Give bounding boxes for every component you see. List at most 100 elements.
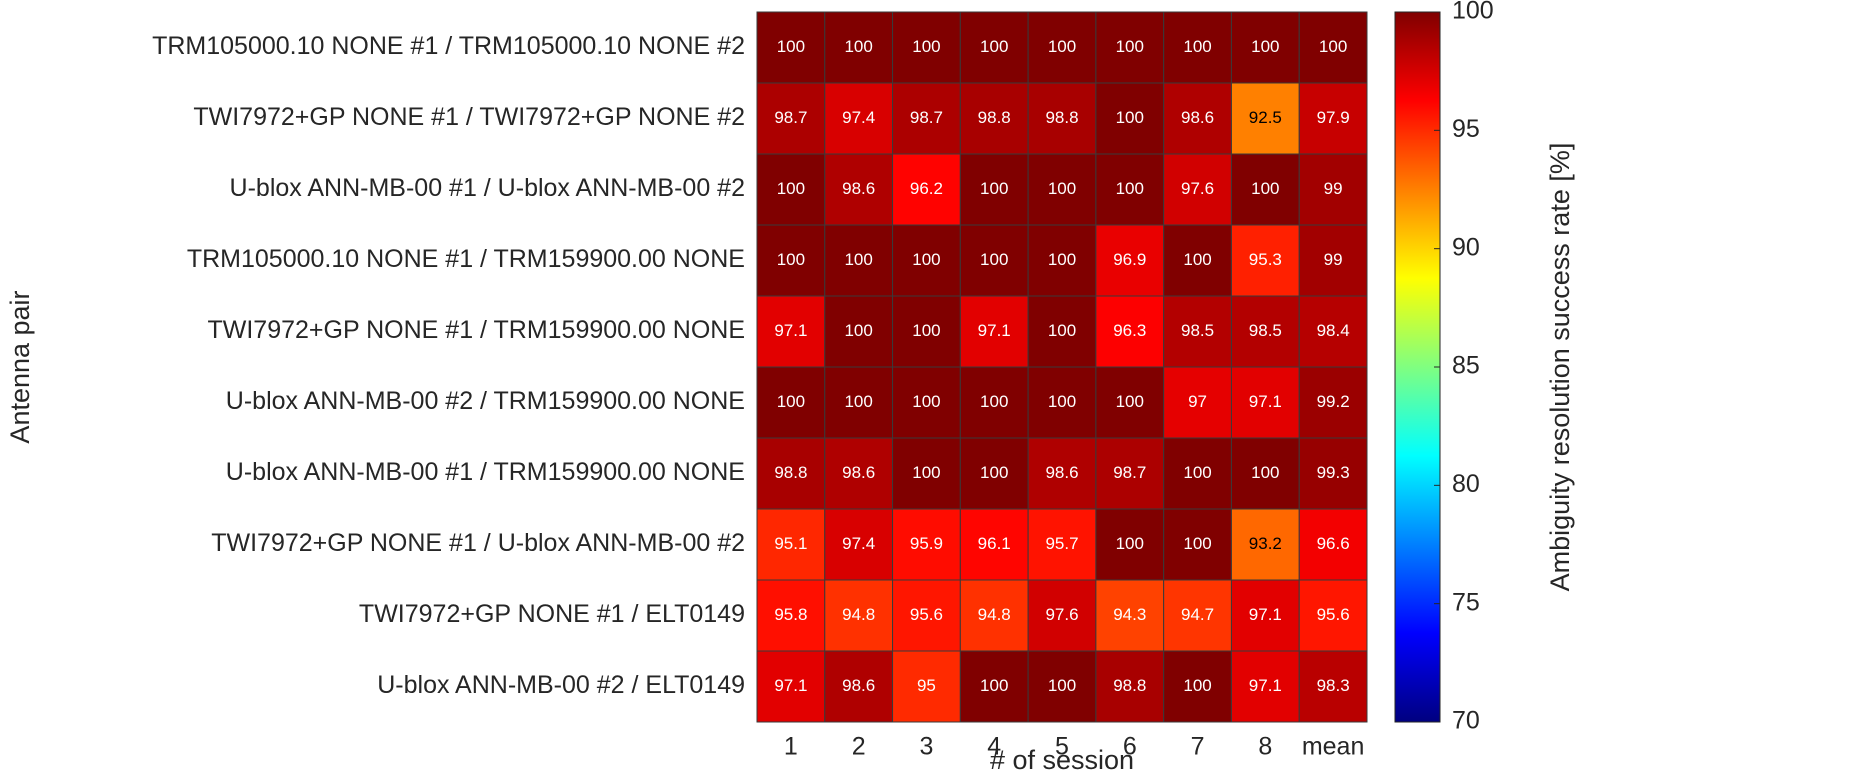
heatmap-cell (1027, 366, 1097, 439)
cell-label: 98.6 (842, 179, 875, 198)
x-tick-label: 7 (1191, 733, 1205, 761)
y-tick-label: TWI7972+GP NONE #1 / TRM159900.00 NONE (207, 316, 745, 344)
heatmap-cell (1095, 82, 1165, 155)
heatmap-cell (959, 437, 1029, 510)
cell-label: 95.7 (1045, 534, 1078, 553)
cell-label: 98.5 (1249, 321, 1282, 340)
heatmap-cell (824, 11, 894, 84)
x-tick-label: 5 (1055, 733, 1069, 761)
cell-label: 95.6 (910, 605, 943, 624)
heatmap-cell (959, 82, 1029, 155)
cell-label: 100 (777, 392, 805, 411)
heatmap-cell (1163, 153, 1232, 226)
heatmap-cell (959, 579, 1029, 652)
heatmap-cell (959, 153, 1029, 226)
heatmap-cell (1095, 295, 1165, 368)
cell-label: 98.7 (774, 108, 807, 127)
cell-label: 100 (912, 37, 940, 56)
heatmap-cell (756, 366, 826, 439)
cell-label: 100 (1048, 250, 1076, 269)
colorbar-tick-label: 80 (1452, 470, 1480, 498)
heatmap-cell (1163, 11, 1232, 84)
x-tick-label: mean (1302, 733, 1365, 761)
heatmap-cell (1095, 437, 1165, 510)
cell-label: 100 (912, 392, 940, 411)
heatmap-cell (959, 508, 1029, 581)
cell-label: 100 (912, 463, 940, 482)
cell-label: 100 (912, 321, 940, 340)
heatmap-cell (1298, 82, 1368, 155)
heatmap-cell (756, 437, 826, 510)
y-tick-label: U-blox ANN-MB-00 #1 / U-blox ANN-MB-00 #… (230, 174, 745, 202)
cell-label: 97.4 (842, 108, 875, 127)
heatmap-cell (1298, 11, 1368, 84)
heatmap-cell (824, 437, 894, 510)
cell-label: 100 (1251, 37, 1279, 56)
cell-label: 98.7 (1113, 463, 1146, 482)
heatmap-cell (892, 650, 961, 723)
heatmap-cell (1230, 650, 1300, 723)
cell-label: 98.6 (1045, 463, 1078, 482)
heatmap-cell (1230, 11, 1300, 84)
colorbar-tick-label: 95 (1452, 115, 1480, 143)
cell-label: 98.5 (1181, 321, 1214, 340)
cell-label: 100 (1116, 534, 1144, 553)
heatmap-cell (1230, 82, 1300, 155)
heatmap-cell (756, 508, 826, 581)
heatmap-cell (1298, 508, 1368, 581)
heatmap-cell (824, 295, 894, 368)
heatmap-cell (959, 366, 1029, 439)
heatmap-cell (1230, 437, 1300, 510)
colorbar-tick-label: 70 (1452, 707, 1480, 735)
y-tick-label: U-blox ANN-MB-00 #2 / ELT0149 (377, 671, 745, 699)
heatmap-cell (1027, 437, 1097, 510)
cell-label: 100 (844, 321, 872, 340)
cell-label: 98.6 (842, 463, 875, 482)
cell-label: 98.8 (1113, 676, 1146, 695)
colorbar-tick-label: 75 (1452, 588, 1480, 616)
heatmap-cell (959, 650, 1029, 723)
heatmap-cell (756, 11, 826, 84)
heatmap-cell (1027, 82, 1097, 155)
heatmap-cell (1095, 366, 1165, 439)
cell-label: 100 (844, 250, 872, 269)
cell-label: 97.1 (978, 321, 1011, 340)
colorbar-label: Ambiguity resolution success rate [%] (1545, 143, 1575, 592)
cell-label: 100 (1116, 179, 1144, 198)
heatmap-cell (824, 366, 894, 439)
cell-label: 94.3 (1113, 605, 1146, 624)
heatmap-cell (1095, 508, 1165, 581)
cell-label: 96.9 (1113, 250, 1146, 269)
heatmap-cell (1230, 153, 1300, 226)
cell-label: 100 (1116, 392, 1144, 411)
cell-label: 94.8 (978, 605, 1011, 624)
y-tick-label: U-blox ANN-MB-00 #1 / TRM159900.00 NONE (226, 458, 745, 486)
y-tick-label: TWI7972+GP NONE #1 / U-blox ANN-MB-00 #2 (211, 529, 745, 557)
colorbar-tick-label: 100 (1452, 0, 1494, 25)
cell-label: 100 (980, 392, 1008, 411)
cell-label: 96.3 (1113, 321, 1146, 340)
y-tick-label: TRM105000.10 NONE #1 / TRM105000.10 NONE… (152, 32, 745, 60)
cell-label: 97.1 (1249, 392, 1282, 411)
cell-label: 97.4 (842, 534, 875, 553)
cell-label: 95.9 (910, 534, 943, 553)
heatmap-cell (1095, 579, 1165, 652)
heatmap-cell (1298, 650, 1368, 723)
cell-label: 100 (980, 37, 1008, 56)
heatmap-cell (1095, 153, 1165, 226)
cell-label: 99 (1324, 179, 1343, 198)
cell-label: 100 (1048, 392, 1076, 411)
cell-label: 99.3 (1317, 463, 1350, 482)
heatmap-cell (892, 153, 961, 226)
heatmap-cell (1298, 224, 1368, 297)
cell-label: 93.2 (1249, 534, 1282, 553)
x-tick-label: 8 (1258, 733, 1272, 761)
x-tick-label: 3 (919, 733, 933, 761)
cell-label: 100 (1116, 108, 1144, 127)
heatmap-cell (1027, 153, 1097, 226)
cell-label: 97.1 (1249, 605, 1282, 624)
cell-label: 94.7 (1181, 605, 1214, 624)
heatmap-cell (1163, 366, 1232, 439)
cell-label: 97.1 (1249, 676, 1282, 695)
cell-label: 100 (1319, 37, 1347, 56)
